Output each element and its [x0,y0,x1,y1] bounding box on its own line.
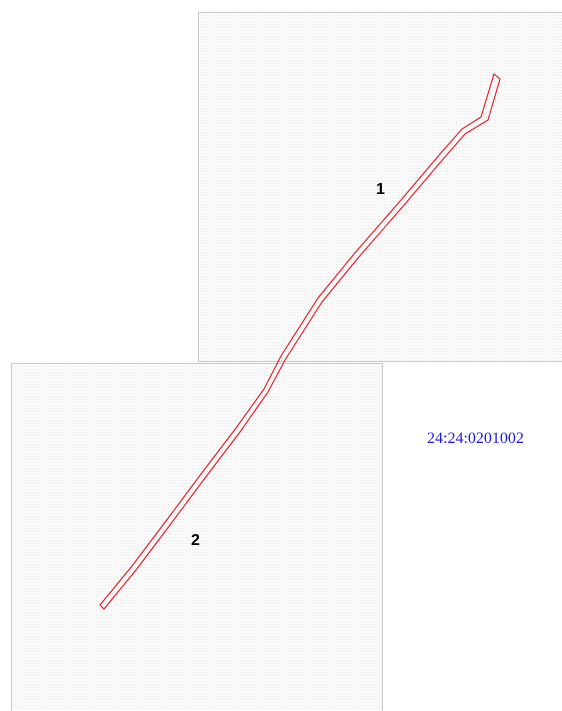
cadastral-number-label: 24:24:0201002 [427,430,524,447]
parcel-label-1: 1 [376,181,385,198]
map-sheet-frame-upper [198,12,562,362]
parcel-label-2: 2 [191,532,200,549]
parcel-boundary[interactable] [99,73,501,610]
map-sheet-frame-lower [11,363,383,711]
